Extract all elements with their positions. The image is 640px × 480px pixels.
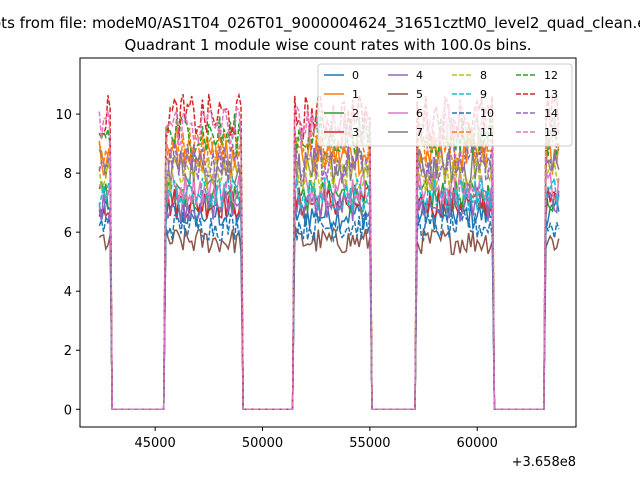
y-tick-label: 6 xyxy=(64,226,72,241)
series-line-5 xyxy=(98,226,560,411)
chart-suptitle: Plots from file: modeM0/AS1T04_026T01_90… xyxy=(0,14,640,33)
series-line-3 xyxy=(98,184,560,411)
legend-label: 15 xyxy=(544,126,558,139)
legend-label: 11 xyxy=(480,126,494,139)
legend-label: 13 xyxy=(544,88,558,101)
legend-label: 5 xyxy=(416,88,423,101)
series-line-8 xyxy=(98,154,560,411)
x-offset-label: +3.658e8 xyxy=(512,455,576,470)
legend-label: 12 xyxy=(544,69,558,82)
chart-title: Quadrant 1 module wise count rates with … xyxy=(124,36,531,54)
legend-label: 2 xyxy=(352,107,359,120)
series-line-9 xyxy=(98,175,560,411)
x-axis: 45000 50000 55000 60000 xyxy=(134,427,498,451)
series-line-1 xyxy=(98,134,560,411)
legend-label: 8 xyxy=(480,69,487,82)
y-tick-label: 4 xyxy=(64,285,72,300)
series-line-10 xyxy=(98,209,560,411)
legend-label: 10 xyxy=(480,107,494,120)
legend-label: 14 xyxy=(544,107,558,120)
series-line-7 xyxy=(98,147,560,411)
legend-label: 9 xyxy=(480,88,487,101)
x-tick-label: 55000 xyxy=(349,436,390,451)
y-tick-label: 0 xyxy=(64,403,72,418)
series-line-2 xyxy=(98,177,560,411)
legend-label: 7 xyxy=(416,126,423,139)
legend-label: 1 xyxy=(352,88,359,101)
legend-label: 3 xyxy=(352,126,359,139)
y-tick-label: 10 xyxy=(55,108,72,123)
y-tick-label: 2 xyxy=(64,344,72,359)
series-line-0 xyxy=(98,198,560,411)
legend-label: 4 xyxy=(416,69,423,82)
x-tick-label: 50000 xyxy=(242,436,283,451)
legend-box xyxy=(317,63,573,147)
x-tick-label: 45000 xyxy=(134,436,175,451)
legend-label: 6 xyxy=(416,107,423,120)
plot-frame xyxy=(79,57,577,428)
x-tick-label: 60000 xyxy=(457,436,498,451)
legend-label: 0 xyxy=(352,69,359,82)
y-axis: 0 2 4 6 8 10 xyxy=(55,108,80,418)
y-tick-label: 8 xyxy=(64,167,72,182)
